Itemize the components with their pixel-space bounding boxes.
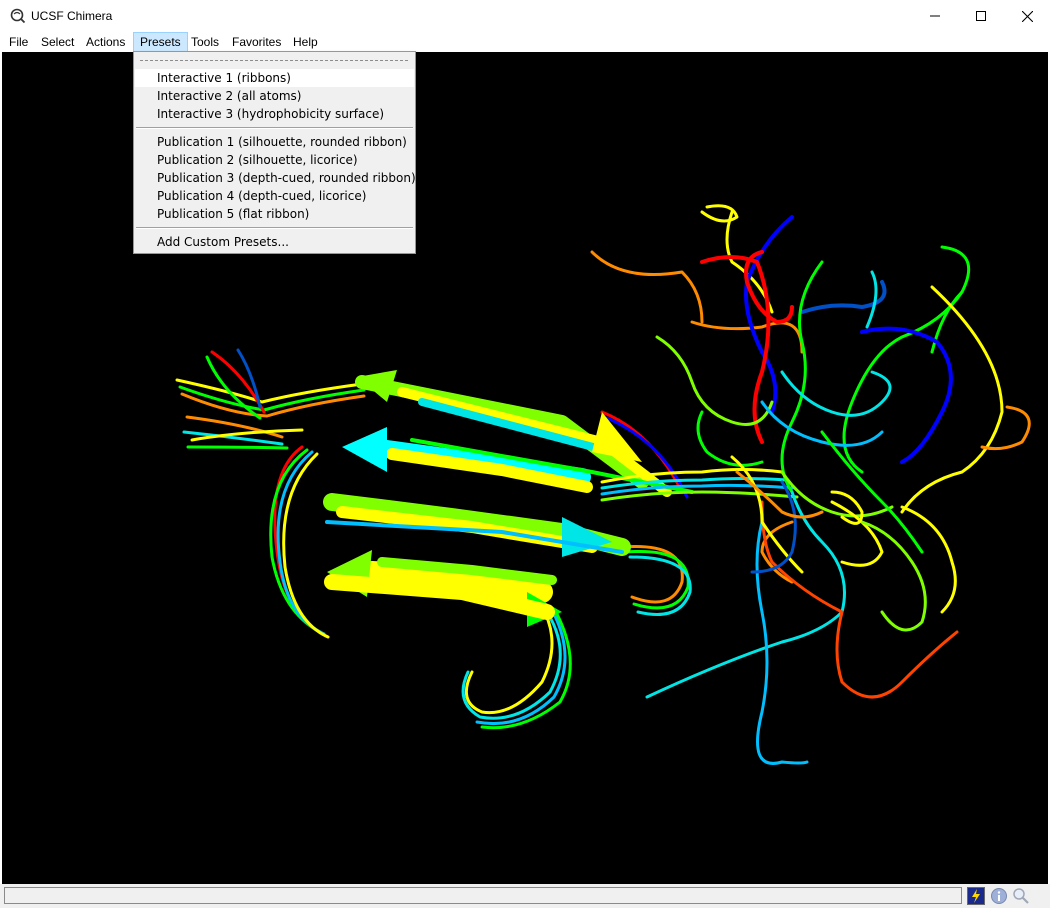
preset-interactive-3[interactable]: Interactive 3 (hydrophobicity surface) bbox=[157, 107, 385, 121]
info-icon[interactable] bbox=[990, 887, 1008, 905]
preset-publication-3[interactable]: Publication 3 (depth-cued, rounded ribbo… bbox=[157, 171, 416, 185]
menu-separator bbox=[136, 227, 413, 229]
tearoff-line[interactable] bbox=[140, 60, 408, 61]
preset-publication-1[interactable]: Publication 1 (silhouette, rounded ribbo… bbox=[157, 135, 407, 149]
window-title: UCSF Chimera bbox=[31, 9, 113, 23]
preset-interactive-1[interactable]: Interactive 1 (ribbons) bbox=[135, 69, 414, 87]
menu-favorites[interactable]: Favorites bbox=[232, 35, 282, 49]
menu-tools[interactable]: Tools bbox=[191, 35, 220, 49]
minimize-icon bbox=[930, 15, 940, 17]
chimera-logo-icon bbox=[10, 8, 26, 24]
add-custom-presets[interactable]: Add Custom Presets... bbox=[157, 235, 289, 249]
menu-help[interactable]: Help bbox=[293, 35, 318, 49]
maximize-button[interactable] bbox=[958, 0, 1004, 32]
presets-dropdown: Interactive 1 (ribbons) Interactive 2 (a… bbox=[133, 51, 416, 254]
menu-select[interactable]: Select bbox=[41, 35, 75, 49]
preset-publication-5[interactable]: Publication 5 (flat ribbon) bbox=[157, 207, 310, 221]
preset-publication-4[interactable]: Publication 4 (depth-cued, licorice) bbox=[157, 189, 367, 203]
magnifier-icon[interactable] bbox=[1012, 887, 1030, 905]
preset-publication-2[interactable]: Publication 2 (silhouette, licorice) bbox=[157, 153, 358, 167]
minimize-button[interactable] bbox=[912, 0, 958, 32]
status-message bbox=[4, 887, 962, 904]
status-bar bbox=[0, 884, 1050, 908]
preset-interactive-2[interactable]: Interactive 2 (all atoms) bbox=[157, 89, 302, 103]
menu-presets[interactable]: Presets bbox=[133, 32, 188, 52]
menu-actions[interactable]: Actions bbox=[86, 35, 126, 49]
menu-separator bbox=[136, 127, 413, 129]
maximize-icon bbox=[976, 11, 986, 21]
protein-ribbon-structure bbox=[175, 204, 1031, 765]
menu-file[interactable]: File bbox=[9, 35, 29, 49]
lightning-icon[interactable] bbox=[967, 887, 985, 905]
close-icon bbox=[1021, 10, 1033, 22]
close-button[interactable] bbox=[1004, 0, 1050, 32]
menu-bar: File Select Actions Presets Tools Favori… bbox=[0, 32, 1050, 52]
title-bar: UCSF Chimera bbox=[0, 0, 1050, 32]
